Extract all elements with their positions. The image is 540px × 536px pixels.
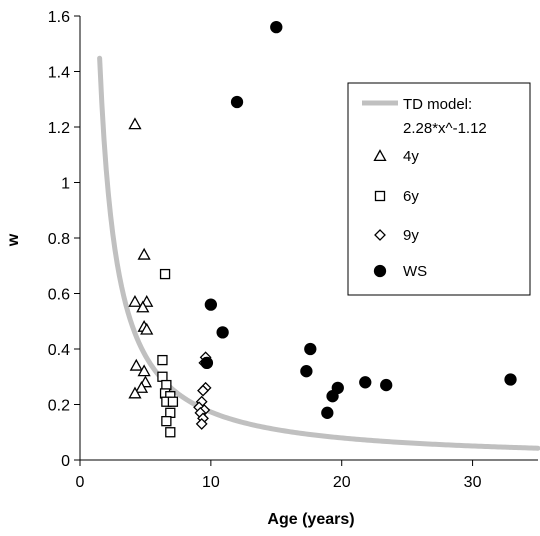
data-point-ws [216,326,229,339]
data-point-6y [167,396,179,407]
data-point-6y [165,407,176,418]
legend-label-6y: 6y [403,188,419,205]
data-point-6y [157,371,168,382]
y-tick-label: 0.6 [48,287,70,304]
legend-label-9y: 9y [403,227,419,244]
data-point-4y [137,364,151,377]
model-curve [97,55,540,451]
data-point-ws [321,406,334,419]
data-point-4y [140,322,154,335]
data-point-ws [359,376,372,389]
data-point-6y [161,379,172,391]
x-tick-label: 20 [333,474,351,491]
data-point-4y [128,117,142,130]
x-tick-label: 0 [76,474,85,491]
data-point-ws [504,373,517,386]
legend-series-entries: 4y 6y 9y WS [373,148,427,280]
data-point-ws [304,342,317,356]
y-tick-label: 1.4 [48,65,70,82]
data-point-4y [128,386,142,399]
data-points-layer [128,20,517,438]
data-point-ws [200,356,214,370]
legend-model-label-line2: 2.28*x^-1.12 [403,120,487,137]
data-point-9y [197,384,209,397]
legend-box [347,82,531,296]
legend-label-ws: WS [403,263,427,280]
legend-marker-9y [374,229,386,241]
data-point-6y [157,354,168,366]
model-curve-layer [97,55,540,451]
data-point-6y [161,415,172,427]
data-point-4y [128,294,142,307]
y-axis-title: w [5,233,22,247]
axes-layer: 0 0.2 0.4 0.6 0.8 1 1.2 1.4 1.6 0 10 20 30 [48,9,538,491]
x-axis-title: Age (years) [267,511,354,528]
data-point-ws [204,298,218,311]
y-tick-label: 0.2 [48,398,70,415]
y-tick-label: 0.8 [48,231,70,248]
legend-label-4y: 4y [403,148,419,165]
legend-marker-6y [374,190,386,202]
data-point-6y [159,268,171,280]
x-tick-label: 30 [464,474,482,491]
data-point-ws [380,378,393,392]
legend-model-label-line1: TD model: [403,96,472,113]
data-point-9y [195,418,208,430]
legend: TD model: 2.28*x^-1.12 4y 6y 9y WS [347,82,531,296]
y-tick-label: 0.4 [48,342,70,359]
x-tick-label: 10 [202,474,220,491]
legend-marker-ws [373,264,387,278]
data-point-4y [134,381,149,393]
y-tick-label: 1 [61,176,70,193]
data-point-ws [331,381,344,395]
legend-marker-4y [373,149,387,162]
data-point-4y [137,247,151,260]
data-point-ws [230,95,244,109]
data-point-6y [165,427,176,438]
y-tick-label: 1.6 [48,9,70,26]
data-point-4y [129,358,143,371]
data-point-ws [300,365,313,378]
y-tick-label: 1.2 [48,120,70,137]
data-point-4y [136,300,150,313]
data-point-ws [270,20,283,34]
y-tick-label: 0 [61,453,70,470]
